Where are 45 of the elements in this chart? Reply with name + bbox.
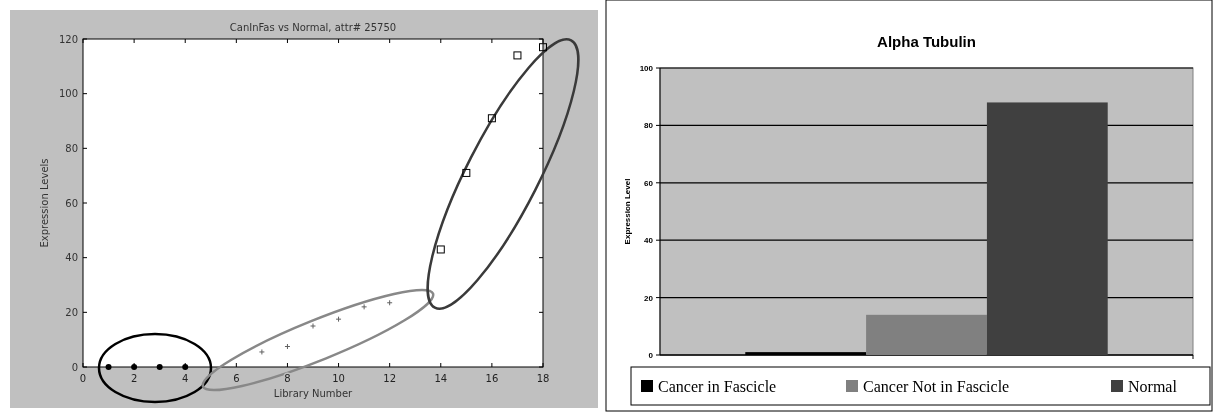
point	[462, 168, 471, 177]
point	[310, 323, 316, 329]
x-tick-label: 2	[130, 373, 138, 384]
y-tick-label: 0	[648, 351, 654, 360]
x-tick-label: 8	[284, 373, 291, 384]
legend-label: Normal	[1128, 378, 1178, 395]
y-tick-label: 120	[58, 33, 78, 45]
y-tick-label: 40	[65, 252, 78, 264]
x-tick-label: 0	[79, 373, 87, 384]
legend-label: Cancer Not in Fascicle	[863, 378, 1010, 395]
bar	[986, 102, 1108, 355]
y-tick-label: 80	[644, 121, 654, 131]
x-tick-label: 4	[182, 373, 189, 384]
y-tick-label: 60	[65, 197, 78, 209]
y-axis-title: Expression Levels	[39, 158, 50, 248]
point	[487, 114, 496, 123]
y-axis-title: Expression Level	[623, 178, 632, 245]
point	[539, 43, 547, 52]
chart-title: Alpha Tubulin	[877, 33, 976, 50]
x-tick-label: 10	[332, 373, 345, 384]
point	[513, 51, 522, 60]
y-tick-label: 100	[58, 88, 78, 100]
point	[258, 348, 265, 355]
x-tick-label: 14	[434, 373, 448, 384]
x-tick-label: 16	[485, 373, 499, 384]
x-tick-label: 12	[383, 373, 397, 384]
y-tick-label: 20	[65, 306, 78, 318]
y-tick-label: 20	[644, 293, 654, 303]
point	[386, 299, 393, 306]
x-axis-title: Library Number	[273, 388, 354, 399]
y-tick-label: 100	[639, 64, 654, 73]
point	[156, 364, 163, 370]
point	[335, 316, 342, 323]
point	[105, 364, 112, 370]
point	[436, 245, 445, 254]
y-tick-label: 40	[644, 236, 654, 246]
y-tick-label: 0	[71, 361, 78, 373]
x-tick-label: 6	[233, 373, 240, 384]
point	[361, 303, 368, 310]
point	[284, 343, 291, 350]
y-tick-label: 60	[644, 178, 654, 188]
y-tick-label: 80	[65, 142, 78, 154]
legend-label: Cancer in Fascicle	[658, 378, 777, 395]
chart-title: CanInFas vs Normal, attr# 25750	[229, 22, 397, 33]
x-tick-label: 18	[536, 373, 550, 384]
